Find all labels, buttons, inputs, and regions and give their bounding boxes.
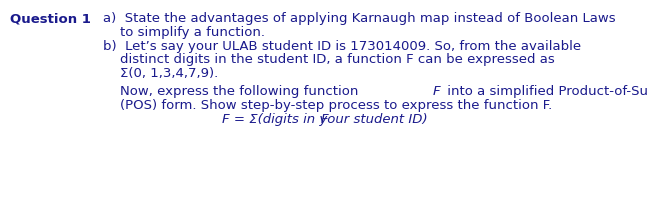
Text: Σ(0, 1,3,4,7,9).: Σ(0, 1,3,4,7,9). <box>120 67 218 80</box>
Text: Now, express the following function: Now, express the following function <box>120 85 363 98</box>
Text: Question 1: Question 1 <box>10 12 91 25</box>
Text: F: F <box>433 85 441 98</box>
Text: into a simplified Product-of-Sum: into a simplified Product-of-Sum <box>443 85 649 98</box>
Text: F = Σ(digits in your student ID): F = Σ(digits in your student ID) <box>222 113 427 126</box>
Text: b)  Let’s say your ULAB student ID is 173014009. So, from the available: b) Let’s say your ULAB student ID is 173… <box>103 40 581 53</box>
Text: a)  State the advantages of applying Karnaugh map instead of Boolean Laws: a) State the advantages of applying Karn… <box>103 12 616 25</box>
Text: (POS) form. Show step-by-step process to express the function F.: (POS) form. Show step-by-step process to… <box>120 99 552 112</box>
Text: distinct digits in the student ID, a function F can be expressed as: distinct digits in the student ID, a fun… <box>120 53 559 66</box>
Text: F: F <box>321 113 328 126</box>
Text: to simplify a function.: to simplify a function. <box>120 26 265 39</box>
